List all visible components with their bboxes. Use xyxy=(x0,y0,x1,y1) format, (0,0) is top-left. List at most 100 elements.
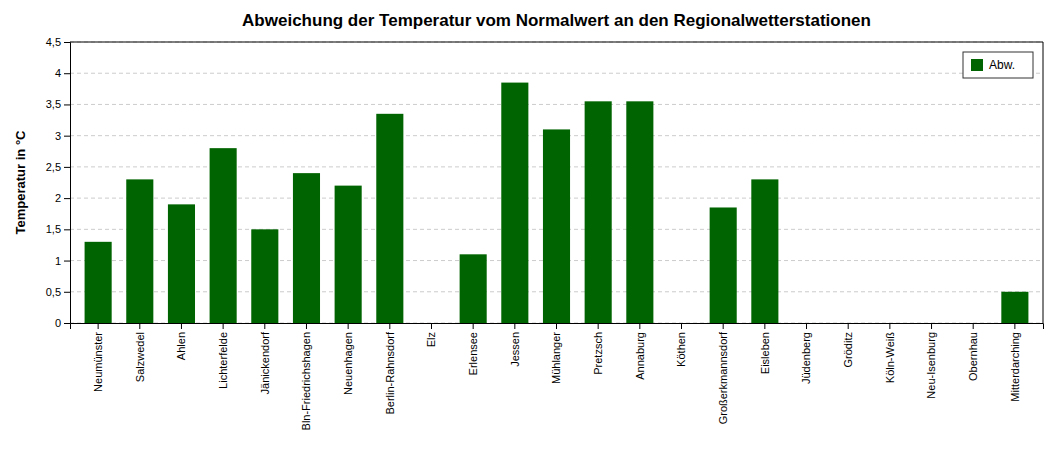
grid-line xyxy=(70,42,1043,43)
bar xyxy=(251,229,278,323)
x-tick-mark xyxy=(306,323,307,329)
x-tick-label: Obernhau xyxy=(967,332,979,381)
x-tick-label: Elz xyxy=(425,332,437,347)
bar xyxy=(543,129,570,323)
x-tick: Mühlanger xyxy=(550,323,562,384)
x-tick: Großerkmannsdorf xyxy=(717,323,729,424)
bar xyxy=(710,207,737,323)
y-tick-mark xyxy=(64,136,70,137)
y-tick-label: 0,5 xyxy=(46,286,61,298)
x-tick: Bln-Friedrichshagen xyxy=(300,323,312,430)
bar xyxy=(751,179,778,323)
y-tick: 0,5 xyxy=(46,286,70,298)
y-tick-mark xyxy=(64,229,70,230)
legend-frame xyxy=(963,52,1033,78)
legend: Abw. xyxy=(963,52,1033,78)
x-tick-label: Pretzsch xyxy=(592,332,604,375)
bar xyxy=(293,173,320,323)
y-tick-label: 4 xyxy=(55,67,61,79)
y-tick: 2 xyxy=(55,192,70,204)
x-tick: Jessen xyxy=(509,323,521,367)
bar xyxy=(168,204,195,323)
bar xyxy=(335,186,362,323)
x-tick: Erlensee xyxy=(467,323,479,375)
bar xyxy=(876,323,903,324)
y-tick-label: 2,5 xyxy=(46,161,61,173)
x-tick-label: Gröditz xyxy=(842,332,854,367)
x-tick-mark xyxy=(181,323,182,329)
y-tick-mark xyxy=(64,198,70,199)
x-tick-mark xyxy=(98,323,99,329)
x-tick-mark xyxy=(806,323,807,329)
bar xyxy=(918,323,945,324)
bar xyxy=(210,148,237,323)
y-tick: 2,5 xyxy=(46,161,70,173)
bar xyxy=(501,83,528,323)
x-tick-mark xyxy=(514,323,515,329)
x-tick-mark xyxy=(598,323,599,329)
x-tick: Köthen xyxy=(675,323,687,367)
x-tick-mark xyxy=(348,323,349,329)
x-tick-label: Neu-Isenburg xyxy=(925,332,937,399)
x-tick-label: Salzwedel xyxy=(134,332,146,382)
bar xyxy=(1001,292,1028,323)
x-tick-mark xyxy=(973,323,974,329)
x-tick-mark xyxy=(431,323,432,329)
bar xyxy=(793,323,820,324)
bar xyxy=(626,101,653,323)
x-tick-mark xyxy=(1014,323,1015,329)
x-tick-mark xyxy=(931,323,932,329)
bar xyxy=(835,323,862,324)
x-tick-label: Ahlen xyxy=(175,332,187,360)
y-tick-label: 3,5 xyxy=(46,98,61,110)
y-tick: 3,5 xyxy=(46,98,70,110)
x-tick-label: Bln-Friedrichshagen xyxy=(300,332,312,430)
y-tick-mark xyxy=(64,73,70,74)
y-tick-mark xyxy=(64,167,70,168)
x-tick-label: Jessen xyxy=(509,332,521,367)
x-tick-label: Köthen xyxy=(675,332,687,367)
bar xyxy=(960,323,987,324)
chart: 0 0,5 1 1,5 2 2,5 3 3,5 4 4,5 Neumünster Salzwedel A… xyxy=(0,0,1063,451)
x-tick-mark xyxy=(264,323,265,329)
bar xyxy=(585,101,612,323)
x-tick-mark xyxy=(556,323,557,329)
x-tick-label: Neumünster xyxy=(92,332,104,392)
x-tick-label: Mühlanger xyxy=(550,332,562,384)
x-axis-line xyxy=(71,324,1044,330)
x-tick: Jüdenberg xyxy=(800,323,812,384)
x-tick: Obernhau xyxy=(967,323,979,381)
y-tick: 4 xyxy=(55,67,70,79)
x-tick: Berlin-Rahnsdorf xyxy=(384,323,396,415)
y-tick: 1,5 xyxy=(46,223,70,235)
x-tick: Ahlen xyxy=(175,323,187,360)
y-tick: 3 xyxy=(55,130,70,142)
grid xyxy=(70,42,1043,323)
grid-line xyxy=(70,104,1043,105)
y-tick-mark xyxy=(64,42,70,43)
y-tick-mark xyxy=(64,261,70,262)
x-tick: Salzwedel xyxy=(134,323,146,382)
y-tick: 4,5 xyxy=(46,36,70,48)
x-tick: Köln-Weiß xyxy=(884,323,896,383)
x-tick-label: Köln-Weiß xyxy=(884,332,896,383)
x-tick-mark xyxy=(681,323,682,329)
x-axis: NeumünsterSalzwedelAhlenLichterfeldeJäni… xyxy=(71,323,1044,430)
frame-top xyxy=(70,42,1043,43)
x-tick-mark xyxy=(889,323,890,329)
x-tick: Neumünster xyxy=(92,323,104,392)
x-tick-mark xyxy=(639,323,640,329)
x-tick-mark xyxy=(473,323,474,329)
x-tick: Annaburg xyxy=(634,323,646,380)
bar xyxy=(668,323,695,324)
y-tick: 1 xyxy=(55,255,70,267)
frame-right xyxy=(1043,42,1044,323)
bar xyxy=(85,242,112,323)
x-tick-label: Neuenhagen xyxy=(342,332,354,395)
x-tick-label: Lichterfelde xyxy=(217,332,229,389)
legend-label: Abw. xyxy=(989,58,1015,72)
y-tick-label: 0 xyxy=(55,317,61,329)
x-tick: Eisleben xyxy=(759,323,771,374)
bar xyxy=(376,114,403,323)
bar xyxy=(460,254,487,323)
